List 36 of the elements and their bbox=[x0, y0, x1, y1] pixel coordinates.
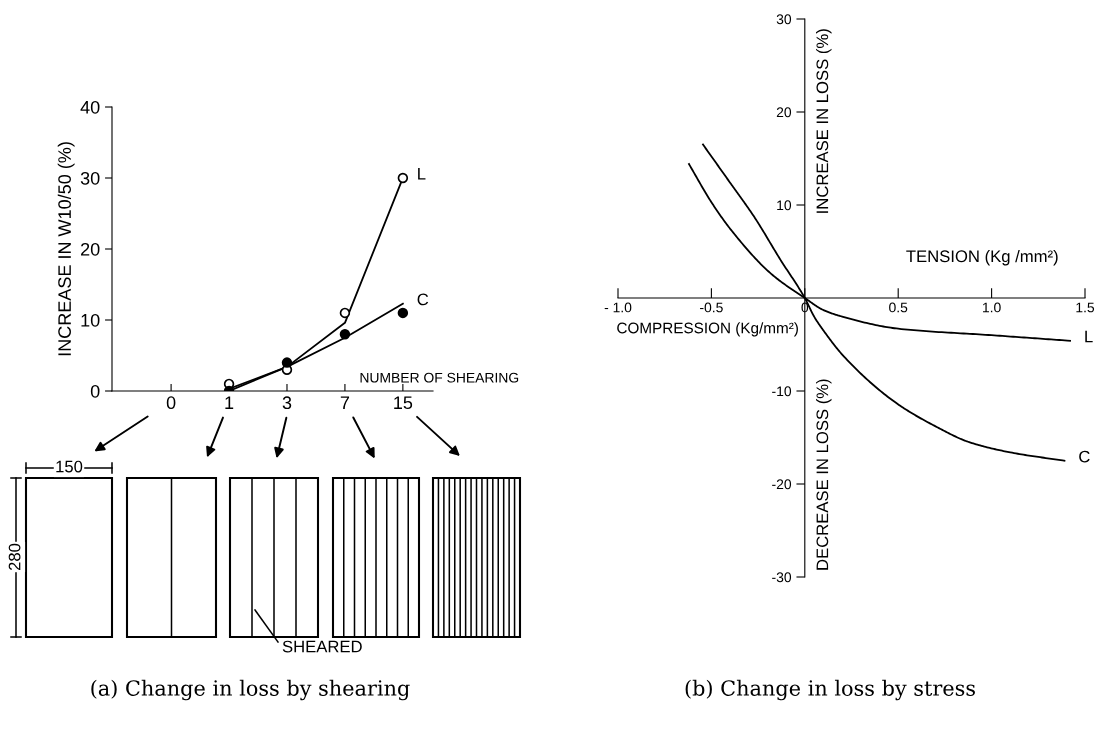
series-label: C bbox=[417, 293, 429, 306]
y-tick-label: 30 bbox=[776, 14, 792, 25]
x-tick-label: 1.5 bbox=[1076, 302, 1095, 313]
x-axis-title: NUMBER OF SHEARING bbox=[360, 372, 519, 383]
x-tick-label: 15 bbox=[394, 396, 413, 410]
y-tick-label: 10 bbox=[81, 313, 100, 327]
x-tick-label: 1 bbox=[225, 396, 234, 409]
series-label: L bbox=[418, 168, 426, 180]
y-tick-label: 20 bbox=[81, 242, 100, 256]
x-tick-label: 3 bbox=[282, 396, 292, 410]
annotation: DECREASE IN LOSS (%) bbox=[816, 379, 832, 570]
y-tick-label: 40 bbox=[80, 100, 100, 114]
y-tick-label: 10 bbox=[777, 200, 792, 211]
x-tick-label: - 1.0 bbox=[604, 302, 632, 313]
text: SHEARED bbox=[282, 640, 362, 653]
y-tick-label: -10 bbox=[772, 386, 792, 397]
x-axis-title: TENSION (Kg /mm²) bbox=[906, 249, 1058, 266]
y-axis-title: INCREASE IN LOSS (%) bbox=[816, 29, 832, 213]
y-axis-title: INCREASE IN W10/50 (%) bbox=[57, 142, 75, 356]
x-tick-label: 0.5 bbox=[889, 302, 908, 313]
y-tick-label: 20 bbox=[776, 107, 792, 118]
x-tick-label: 0 bbox=[166, 396, 176, 410]
series-label: L bbox=[1085, 330, 1093, 343]
text: 150 bbox=[56, 460, 83, 473]
x-tick-label: -0.5 bbox=[700, 302, 723, 313]
text: 280 bbox=[8, 543, 21, 571]
y-tick-label: 0 bbox=[90, 384, 100, 398]
x-tick-label: 7 bbox=[340, 396, 350, 409]
series-label: C bbox=[1079, 450, 1090, 463]
text: (b) Change in loss by stress bbox=[685, 679, 975, 701]
y-tick-label: 30 bbox=[80, 171, 100, 185]
x-tick-label: 1.0 bbox=[983, 302, 1001, 313]
annotation: COMPRESSION (Kg/mm²) bbox=[617, 322, 798, 337]
y-tick-label: -30 bbox=[772, 572, 792, 583]
y-tick-label: -20 bbox=[772, 479, 792, 490]
text: (a) Change in loss by shearing bbox=[91, 679, 410, 701]
